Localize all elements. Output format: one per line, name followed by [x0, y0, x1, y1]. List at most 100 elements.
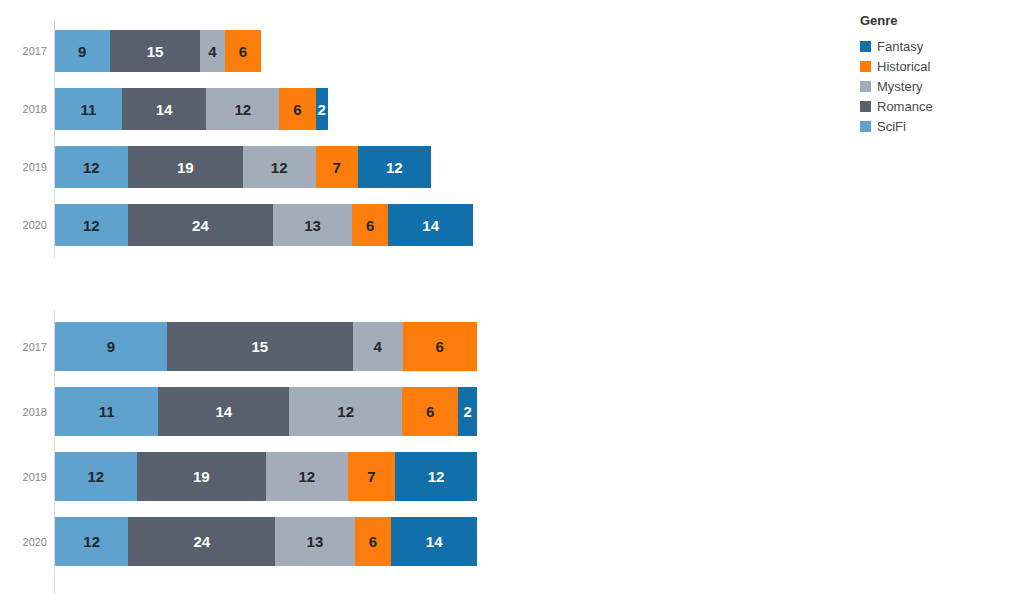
- percent-stacked-bar-chart: 2017915462018111412622019121912712202012…: [54, 310, 484, 594]
- bar-segment-mystery[interactable]: 4: [200, 30, 224, 72]
- bar-row-2020: 2020122413614: [55, 204, 484, 246]
- segment-label: 6: [239, 43, 247, 60]
- bar-segment-scifi[interactable]: 12: [55, 517, 128, 566]
- axis-label-year: 2019: [23, 161, 47, 173]
- segment-label: 9: [107, 338, 115, 355]
- segment-label: 15: [147, 43, 164, 60]
- legend-label: Romance: [877, 99, 933, 114]
- bar-row-2019: 2019121912712: [55, 452, 484, 501]
- bar-segment-historical[interactable]: 6: [403, 322, 477, 371]
- segment-label: 7: [367, 468, 375, 485]
- segment-label: 24: [193, 533, 210, 550]
- bar-segment-romance[interactable]: 24: [128, 204, 273, 246]
- segment-label: 13: [307, 533, 324, 550]
- bar-segment-fantasy[interactable]: 14: [391, 517, 477, 566]
- bar-row-2017: 201791546: [55, 30, 484, 72]
- axis-label-year: 2018: [23, 103, 47, 115]
- bar-segment-fantasy[interactable]: 12: [358, 146, 431, 188]
- bar-segment-romance[interactable]: 14: [158, 387, 289, 436]
- segment-label: 7: [333, 159, 341, 176]
- bar-segment-scifi[interactable]: 9: [55, 322, 167, 371]
- legend-swatch: [860, 81, 871, 92]
- segment-label: 19: [193, 468, 210, 485]
- segment-label: 12: [271, 159, 288, 176]
- stacked-bar-chart: 2017915462018111412622019121912712202012…: [54, 20, 484, 258]
- legend: Genre Fantasy Historical Mystery Romance Sci…: [860, 13, 933, 136]
- segment-label: 6: [369, 533, 377, 550]
- bar-segment-scifi[interactable]: 12: [55, 452, 137, 501]
- segment-label: 24: [192, 217, 209, 234]
- segment-label: 14: [215, 403, 232, 420]
- segment-label: 6: [366, 217, 374, 234]
- legend-swatch: [860, 61, 871, 72]
- legend-item-fantasy[interactable]: Fantasy: [860, 36, 933, 56]
- segment-label: 2: [317, 101, 325, 118]
- bar-segment-historical[interactable]: 7: [316, 146, 358, 188]
- segment-label: 11: [80, 101, 96, 118]
- bar-segment-romance[interactable]: 14: [122, 88, 207, 130]
- bar-segment-romance[interactable]: 15: [167, 322, 353, 371]
- bar-segment-fantasy[interactable]: 14: [388, 204, 473, 246]
- legend-label: Mystery: [877, 79, 923, 94]
- segment-label: 6: [293, 101, 301, 118]
- segment-label: 13: [304, 217, 321, 234]
- bar-segment-mystery[interactable]: 12: [266, 452, 348, 501]
- legend-item-romance[interactable]: Romance: [860, 96, 933, 116]
- bar-segment-mystery[interactable]: 12: [289, 387, 402, 436]
- bar-segment-mystery[interactable]: 13: [275, 517, 355, 566]
- legend-title: Genre: [860, 13, 933, 28]
- bar-segment-historical[interactable]: 6: [355, 517, 392, 566]
- bar-segment-mystery[interactable]: 4: [353, 322, 403, 371]
- segment-label: 19: [177, 159, 194, 176]
- segment-label: 12: [83, 159, 100, 176]
- bar-segment-historical[interactable]: 7: [348, 452, 396, 501]
- bar-segment-romance[interactable]: 15: [110, 30, 201, 72]
- legend-swatch: [860, 121, 871, 132]
- bar-segment-scifi[interactable]: 9: [55, 30, 110, 72]
- bar-segment-mystery[interactable]: 12: [206, 88, 279, 130]
- bar-segment-historical[interactable]: 6: [225, 30, 261, 72]
- bar-row-2018: 201811141262: [55, 88, 484, 130]
- legend-item-historical[interactable]: Historical: [860, 56, 933, 76]
- dashboard: 2017915462018111412622019121912712202012…: [0, 0, 1024, 594]
- segment-label: 6: [426, 403, 434, 420]
- segment-label: 12: [83, 533, 100, 550]
- legend-item-scifi[interactable]: SciFi: [860, 116, 933, 136]
- segment-label: 12: [386, 159, 403, 176]
- bar-segment-mystery[interactable]: 12: [243, 146, 316, 188]
- segment-label: 14: [422, 217, 439, 234]
- segment-label: 9: [78, 43, 86, 60]
- bar-segment-historical[interactable]: 6: [352, 204, 388, 246]
- bar-segment-scifi[interactable]: 12: [55, 204, 128, 246]
- bar-segment-historical[interactable]: 6: [279, 88, 315, 130]
- bar-segment-romance[interactable]: 24: [128, 517, 275, 566]
- segment-label: 12: [235, 101, 252, 118]
- bar-segment-scifi[interactable]: 12: [55, 146, 128, 188]
- segment-label: 15: [251, 338, 268, 355]
- segment-label: 12: [337, 403, 354, 420]
- bar-segment-romance[interactable]: 19: [128, 146, 243, 188]
- legend-item-mystery[interactable]: Mystery: [860, 76, 933, 96]
- segment-label: 12: [298, 468, 315, 485]
- bar-row-2020: 2020122413614: [55, 517, 484, 566]
- bar-segment-scifi[interactable]: 11: [55, 88, 122, 130]
- bar-row-2018: 201811141262: [55, 387, 484, 436]
- legend-swatch: [860, 41, 871, 52]
- segment-label: 6: [436, 338, 444, 355]
- bar-segment-mystery[interactable]: 13: [273, 204, 352, 246]
- segment-label: 12: [83, 217, 100, 234]
- bar-segment-fantasy[interactable]: 12: [395, 452, 477, 501]
- axis-label-year: 2017: [23, 341, 47, 353]
- bar-segment-scifi[interactable]: 11: [55, 387, 158, 436]
- bar-segment-historical[interactable]: 6: [402, 387, 458, 436]
- bar-segment-fantasy[interactable]: 2: [316, 88, 328, 130]
- legend-swatch: [860, 101, 871, 112]
- legend-label: Fantasy: [877, 39, 923, 54]
- axis-label-year: 2020: [23, 536, 47, 548]
- legend-items: Fantasy Historical Mystery Romance SciFi: [860, 36, 933, 136]
- bar-row-2017: 201791546: [55, 322, 484, 371]
- bar-segment-romance[interactable]: 19: [137, 452, 266, 501]
- bar-segment-fantasy[interactable]: 2: [458, 387, 477, 436]
- axis-label-year: 2017: [23, 45, 47, 57]
- legend-label: SciFi: [877, 119, 906, 134]
